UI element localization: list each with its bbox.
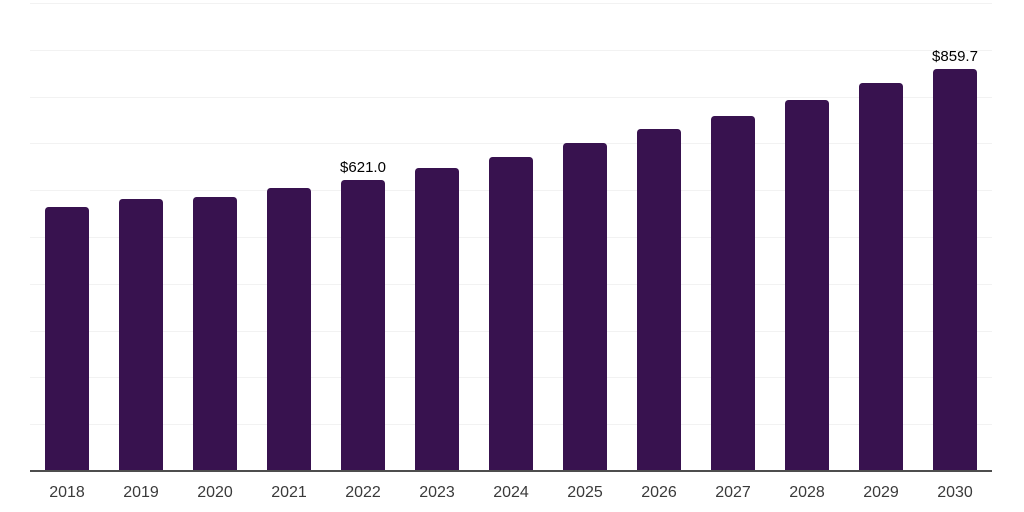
bar-2030 xyxy=(933,68,977,471)
bar-2025 xyxy=(563,143,607,471)
x-tick-label-2019: 2019 xyxy=(123,484,159,501)
x-tick-label-2030: 2030 xyxy=(937,484,973,501)
bar-2024 xyxy=(489,156,533,471)
bar-2026 xyxy=(637,129,681,471)
bar-2019 xyxy=(119,199,163,471)
x-tick-label-2023: 2023 xyxy=(419,484,455,501)
x-tick-label-2020: 2020 xyxy=(197,484,233,501)
x-tick-label-2026: 2026 xyxy=(641,484,677,501)
bar-2021 xyxy=(267,188,311,471)
gridline xyxy=(30,143,992,145)
bar-2023 xyxy=(415,168,459,471)
bar-2028 xyxy=(785,100,829,471)
gridline xyxy=(30,3,992,4)
x-tick-label-2025: 2025 xyxy=(567,484,603,501)
x-tick-label-2027: 2027 xyxy=(715,484,751,501)
x-tick-label-2018: 2018 xyxy=(49,484,85,501)
x-tick-label-2024: 2024 xyxy=(493,484,529,501)
bar-value-label-2030: $859.7 xyxy=(932,47,978,65)
bar-2020 xyxy=(193,197,237,471)
x-tick-label-2029: 2029 xyxy=(863,484,899,501)
bar-2027 xyxy=(711,115,755,471)
x-tick-label-2021: 2021 xyxy=(271,484,307,501)
gridline xyxy=(30,49,992,51)
x-axis-line xyxy=(30,470,992,472)
bar-value-label-2022: $621.0 xyxy=(340,159,386,177)
bar-2029 xyxy=(859,83,903,471)
bar-2022 xyxy=(341,180,385,471)
bar-2018 xyxy=(45,207,89,471)
gridline xyxy=(30,96,992,98)
x-tick-label-2022: 2022 xyxy=(345,484,381,501)
x-tick-label-2028: 2028 xyxy=(789,484,825,501)
